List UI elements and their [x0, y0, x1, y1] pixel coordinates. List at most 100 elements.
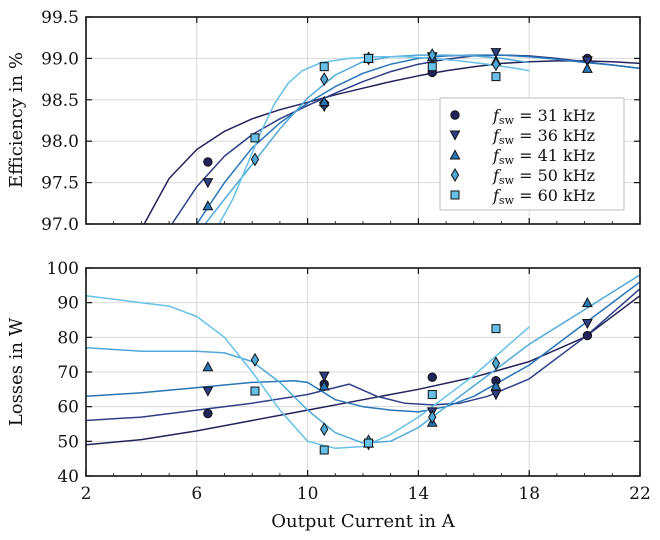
losses-data-point-series-3 [490, 380, 502, 391]
legend-marker-series-5 [450, 190, 460, 200]
legend-subscript: sw [499, 154, 515, 167]
losses-panel: 2 6 10 14 18 22 40 50 60 70 80 90 100 Losses in W Ou… [6, 259, 651, 532]
efficiency-data-point-series-4 [320, 72, 329, 87]
losses-data-point-series-4 [320, 422, 329, 437]
efficiency-data-point-series-5 [250, 133, 260, 143]
losses-data-point-series-5 [250, 386, 260, 396]
x-tick-label: 10 [297, 484, 319, 504]
legend-marker-series-3 [449, 149, 461, 160]
legend-subscript: sw [499, 114, 515, 127]
legend-var: f [492, 146, 502, 165]
losses-y-tick-label: 70 [57, 363, 79, 383]
efficiency-panel: 97.0 97.5 98.0 98.5 99.0 99.5 Efficiency in %… [6, 8, 641, 235]
legend-marker-series-4 [450, 168, 460, 182]
efficiency-data-point-series-2 [490, 48, 502, 59]
losses-fit-line-series-2 [86, 288, 640, 422]
efficiency-data-point-series-3 [318, 95, 330, 106]
losses-data-point-series-5 [427, 390, 437, 400]
losses-data-point-series-5 [364, 438, 374, 448]
losses-data-points [202, 297, 593, 455]
legend-label-series-3: fsw = 41 kHz [492, 146, 595, 167]
losses-data-point-series-2 [202, 386, 214, 397]
efficiency-data-point-series-4 [250, 152, 260, 167]
losses-data-point-series-1 [427, 372, 437, 382]
x-tick-label: 22 [629, 484, 651, 504]
losses-fit-line-series-5 [86, 294, 530, 450]
losses-grid [85, 267, 641, 477]
efficiency-y-axis-label: Efficiency in % [6, 52, 27, 188]
efficiency-y-tick-label: 99.0 [41, 49, 79, 69]
losses-data-point-series-3 [202, 361, 214, 372]
losses-y-tick-label: 60 [57, 398, 79, 418]
x-tick-label: 14 [408, 484, 430, 504]
efficiency-data-point-series-3 [202, 200, 214, 211]
efficiency-y-tick-label: 97.0 [41, 215, 79, 235]
legend-label-series-5: fsw = 60 kHz [492, 186, 595, 207]
losses-data-point-series-5 [319, 445, 329, 455]
legend-box [439, 97, 625, 211]
losses-y-axis-label: Losses in W [6, 317, 27, 426]
efficiency-fit-line-series-3 [196, 54, 640, 224]
legend-value: = 36 kHz [514, 126, 595, 145]
legend-value: = 50 kHz [514, 166, 595, 185]
losses-y-tick-label: 90 [57, 294, 79, 314]
efficiency-data-point-series-1 [203, 157, 213, 167]
legend-var: f [492, 186, 502, 205]
losses-y-tick-label: 80 [57, 328, 79, 348]
losses-data-point-series-2 [490, 390, 502, 401]
legend-subscript: sw [499, 174, 515, 187]
efficiency-data-point-series-4 [491, 57, 501, 72]
losses-data-point-series-4 [428, 410, 437, 425]
losses-data-point-series-3 [318, 380, 330, 391]
legend-value: = 41 kHz [514, 146, 595, 165]
legend-label-series-4: fsw = 50 kHz [492, 166, 595, 187]
losses-fit-line-series-3 [86, 281, 640, 413]
efficiency-data-points [202, 48, 593, 211]
legend-var: f [492, 126, 502, 145]
x-tick-label: 6 [191, 484, 202, 504]
losses-data-point-series-1 [582, 330, 593, 341]
efficiency-y-tick-label: 97.5 [41, 174, 79, 194]
losses-plot-frame [85, 267, 641, 477]
efficiency-data-point-series-4 [428, 48, 437, 63]
efficiency-data-point-series-5 [319, 62, 329, 72]
efficiency-data-point-series-5 [427, 62, 437, 72]
legend-var: f [492, 106, 502, 125]
efficiency-data-point-series-2 [581, 56, 593, 67]
losses-y-tick-label: 40 [57, 467, 79, 487]
legend-subscript: sw [499, 134, 515, 147]
losses-data-point-series-1 [203, 408, 213, 419]
losses-y-tick-label: 50 [57, 432, 79, 452]
efficiency-fit-line-series-4 [204, 54, 530, 224]
losses-fit-line-series-1 [86, 295, 640, 446]
losses-data-point-series-3 [581, 297, 593, 308]
efficiency-fit-line-series-5 [218, 55, 530, 224]
legend-var: f [492, 166, 502, 185]
losses-axis-ticks: 2 6 10 14 18 22 40 50 60 70 80 90 100 [47, 259, 651, 504]
efficiency-y-tick-label: 98.5 [41, 91, 79, 111]
efficiency-data-point-series-3 [581, 62, 593, 73]
efficiency-y-tick-label: 99.5 [41, 8, 79, 28]
losses-data-point-series-4 [250, 352, 260, 367]
legend-value: = 60 kHz [514, 186, 595, 205]
losses-fit-line-series-4 [86, 274, 640, 444]
losses-data-point-series-5 [491, 324, 501, 334]
legend-value: = 31 kHz [514, 106, 595, 125]
legend-label-series-2: fsw = 36 kHz [492, 126, 595, 147]
x-tick-label: 2 [81, 484, 92, 504]
losses-y-tick-label: 100 [47, 259, 79, 279]
legend-marker-series-1 [450, 110, 460, 120]
efficiency-data-point-series-5 [491, 72, 501, 82]
efficiency-fit-curves [143, 54, 640, 224]
efficiency-fit-line-series-2 [171, 54, 640, 224]
losses-fit-curves [86, 274, 640, 450]
losses-data-point-series-4 [491, 356, 501, 371]
efficiency-y-ticks: 97.0 97.5 98.0 98.5 99.0 99.5 [41, 8, 641, 235]
legend-marker-series-2 [449, 130, 461, 141]
efficiency-data-point-series-2 [202, 178, 214, 189]
losses-data-point-series-2 [318, 371, 330, 382]
efficiency-fit-line-series-1 [143, 60, 640, 224]
efficiency-y-tick-label: 98.0 [41, 132, 79, 152]
